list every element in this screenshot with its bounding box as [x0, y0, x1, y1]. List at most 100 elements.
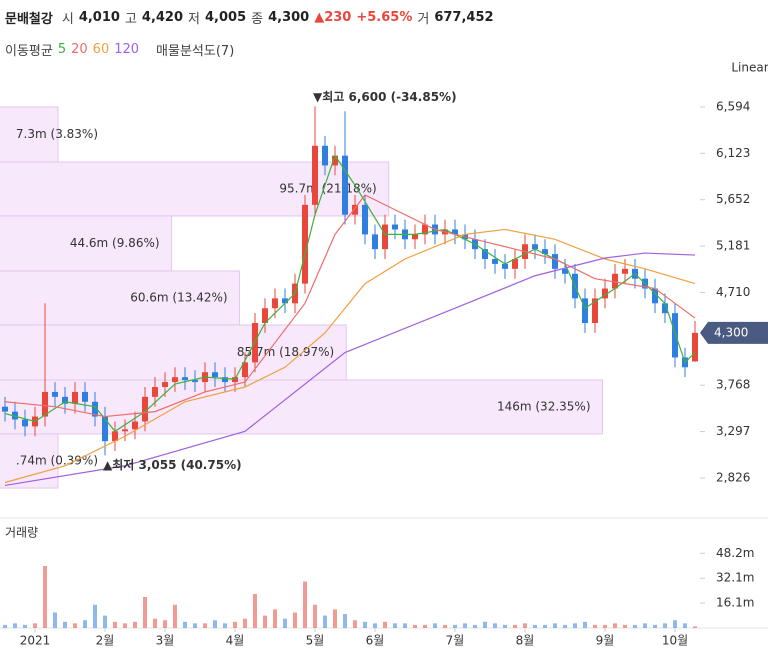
candle-body [332, 155, 338, 166]
candle-body [622, 268, 628, 274]
volume-bar [63, 621, 67, 628]
profile-bar [0, 433, 59, 489]
volume-bar [643, 623, 647, 628]
candle-body [22, 419, 28, 427]
candle-body [692, 332, 698, 362]
candle-body [12, 411, 18, 420]
candle-body [242, 362, 248, 378]
candle-body [102, 416, 108, 442]
x-tick-label: 8월 [516, 634, 535, 648]
scale-label: Linear [731, 61, 768, 75]
high-label: 고 [124, 12, 137, 27]
candle-body [382, 224, 388, 250]
candle-body [322, 145, 328, 166]
quote-header: 문배철강 시 4,010 고 4,420 저 4,005 종 4,300 ▲230 +5.… [5, 8, 494, 27]
volume-bar [493, 623, 497, 628]
volume: 677,452 [434, 10, 494, 25]
change: ▲230 [314, 10, 352, 25]
volume-bar [113, 621, 117, 628]
candle-body [452, 229, 458, 235]
ma-line [4, 194, 696, 418]
legend-entry[interactable]: 5 [57, 42, 67, 57]
profile-label: 146m (32.35%) [497, 399, 591, 413]
candle-body [672, 313, 678, 358]
volume-bar [453, 624, 457, 628]
candle-body [362, 204, 368, 235]
legend-entry[interactable]: 120 [114, 42, 140, 57]
volume-bar [353, 620, 357, 628]
candle-body [492, 258, 498, 264]
volume-bar [383, 621, 387, 628]
low: 4,005 [205, 10, 247, 25]
profile-label: 95.7m (21.18%) [279, 181, 376, 195]
volume-bar [513, 624, 517, 628]
last-price-tag [700, 321, 768, 344]
candle-body [502, 263, 508, 269]
volume-bar [83, 620, 87, 628]
volume-bar [463, 623, 467, 628]
candle-body [662, 303, 668, 314]
profile-label: 60.6m (13.42%) [130, 290, 227, 304]
volume-bar [393, 623, 397, 628]
candle-body [342, 155, 348, 215]
volume-bar [423, 624, 427, 628]
candle-body [282, 298, 288, 304]
candle-body [312, 145, 318, 205]
candle-body [602, 288, 608, 299]
volume-bar [243, 618, 247, 628]
candle-body [82, 391, 88, 402]
volume-tick-label: 16.1m [716, 596, 754, 610]
open: 4,010 [78, 10, 120, 25]
candle-body [582, 298, 588, 323]
volume-bar [173, 604, 177, 628]
candle-body [122, 429, 128, 432]
volume-bar [623, 624, 627, 628]
candle-body [372, 234, 378, 250]
y-tick-label: 5,652 [716, 192, 750, 206]
volume-bar [373, 623, 377, 628]
volume-bar [253, 593, 257, 628]
volume-bar [343, 614, 347, 628]
volume-bar [603, 624, 607, 628]
volume-bar [673, 620, 677, 628]
ma-title[interactable]: 이동평균 [5, 44, 53, 59]
profile-title[interactable]: 매물분석도(7) [156, 44, 235, 59]
volume-bar [293, 612, 297, 628]
candle-body [222, 377, 228, 383]
volume-bar [103, 615, 107, 628]
y-tick-label: 5,181 [716, 239, 750, 253]
candle-body [302, 204, 308, 284]
volume-bar [123, 623, 127, 628]
y-tick-label: 4,710 [716, 285, 750, 299]
volume-bar [403, 623, 407, 628]
volume-bar [413, 624, 417, 628]
candle-body [412, 234, 418, 240]
volume-bar [583, 621, 587, 628]
candle-body [172, 377, 178, 383]
volume-bar [33, 623, 37, 628]
candle-body [552, 254, 558, 269]
volume-bar [153, 618, 157, 628]
candle-body [72, 391, 78, 404]
x-tick-label: 6월 [366, 634, 385, 648]
volume-profile: 7.3m (3.83%) 95.7m (21.18%) 44.6m (9.86%) 6… [0, 106, 603, 489]
volume-bar [273, 609, 277, 628]
volume-bar [323, 615, 327, 628]
profile-label: .74m (0.39%) [16, 453, 98, 467]
legend-entry[interactable]: 60 [92, 42, 110, 57]
legend-entry[interactable]: 20 [71, 42, 88, 57]
candle-body [592, 298, 598, 323]
candle-body [652, 288, 658, 304]
ma-line [4, 154, 696, 433]
volume-bar [3, 624, 7, 628]
candle-body [392, 224, 398, 230]
volume-bar [503, 624, 507, 628]
volume-bar [613, 623, 617, 628]
candle-body [512, 258, 518, 269]
volume-bar [223, 623, 227, 628]
high: 4,420 [141, 10, 184, 25]
annotation: ▼최고 6,600 (-34.85%) [313, 89, 457, 104]
volume-tick-label: 32.1m [716, 571, 754, 585]
